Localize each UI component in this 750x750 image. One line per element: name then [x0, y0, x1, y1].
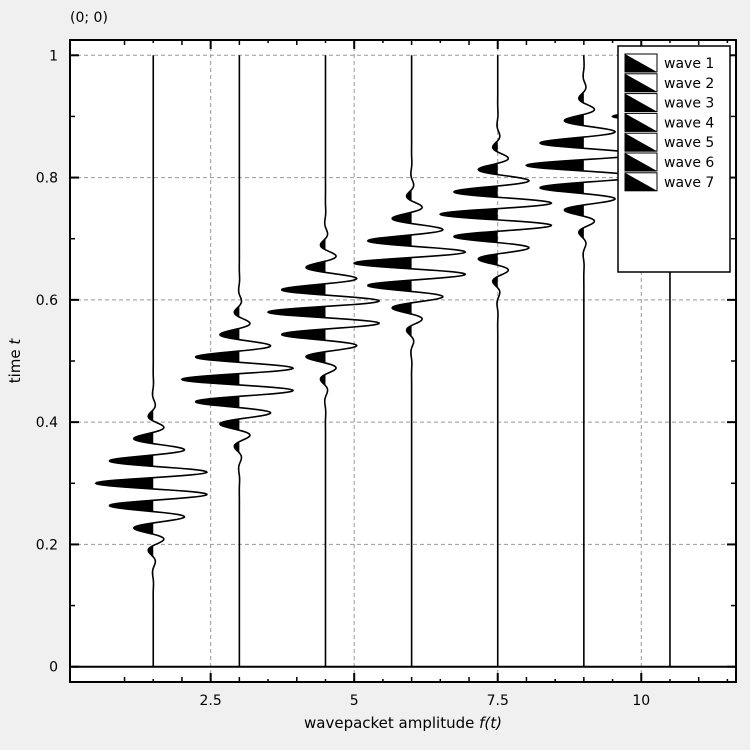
legend-swatch-fill: [625, 172, 657, 191]
legend: wave 1 wave 2 wave 3 wave 4 wave 5 wave 6 wave…: [617, 45, 731, 273]
legend-swatch-fill: [625, 73, 657, 92]
y-tick-label: 0.6: [36, 293, 58, 309]
ticks: 2.5 5 7.5 10 0 0.2 0.4 0.6 0.8 1: [36, 40, 736, 709]
y-axis-label: time t: [6, 338, 24, 384]
wave-5: [438, 55, 553, 667]
y-tick-label: 0.8: [36, 171, 58, 187]
legend-label: wave 4: [664, 115, 714, 131]
legend-entry: wave 3: [624, 93, 714, 113]
x-tick-label: 2.5: [200, 693, 222, 709]
y-tick-label: 0.2: [36, 537, 58, 553]
legend-label: wave 6: [664, 155, 714, 171]
legend-entry: wave 1: [624, 53, 714, 73]
wave-line: [94, 55, 208, 667]
legend-label: wave 1: [664, 56, 714, 72]
legend-label: wave 2: [664, 76, 714, 92]
x-tick-label: 5: [350, 693, 359, 709]
legend-entry: wave 5: [624, 132, 714, 152]
wave-line: [180, 55, 295, 667]
y-tick-label: 0.4: [36, 415, 58, 431]
wave-3: [266, 55, 381, 667]
legend-entry: wave 2: [624, 73, 714, 93]
legend-label: wave 7: [664, 175, 714, 191]
legend-entry: wave 7: [624, 172, 714, 192]
legend-label: wave 5: [664, 135, 714, 151]
y-tick-label: 1: [49, 48, 58, 64]
legend-swatch-fill: [625, 133, 657, 152]
legend-entry: wave 4: [624, 112, 714, 132]
wave-line: [266, 55, 381, 667]
legend-swatch-fill: [625, 153, 657, 171]
x-tick-label: 7.5: [487, 693, 509, 709]
wave-line: [438, 55, 553, 667]
plot-frame: [69, 39, 737, 683]
legend-swatch-fill: [625, 113, 657, 132]
wave-2: [180, 55, 295, 667]
legend-swatch-fill: [625, 93, 657, 112]
wave-line: [352, 55, 467, 667]
legend-label: wave 3: [664, 96, 714, 112]
x-tick-label: 10: [632, 693, 650, 709]
legend-entry: wave 6: [624, 152, 714, 172]
y-tick-label: 0: [49, 660, 58, 676]
x-axis-label: wavepacket amplitude f(t): [304, 714, 502, 732]
wave-1: [94, 55, 208, 667]
legend-swatch-fill: [625, 54, 657, 72]
coordinate-readout: (0; 0): [70, 10, 108, 26]
wave-4: [352, 55, 467, 667]
